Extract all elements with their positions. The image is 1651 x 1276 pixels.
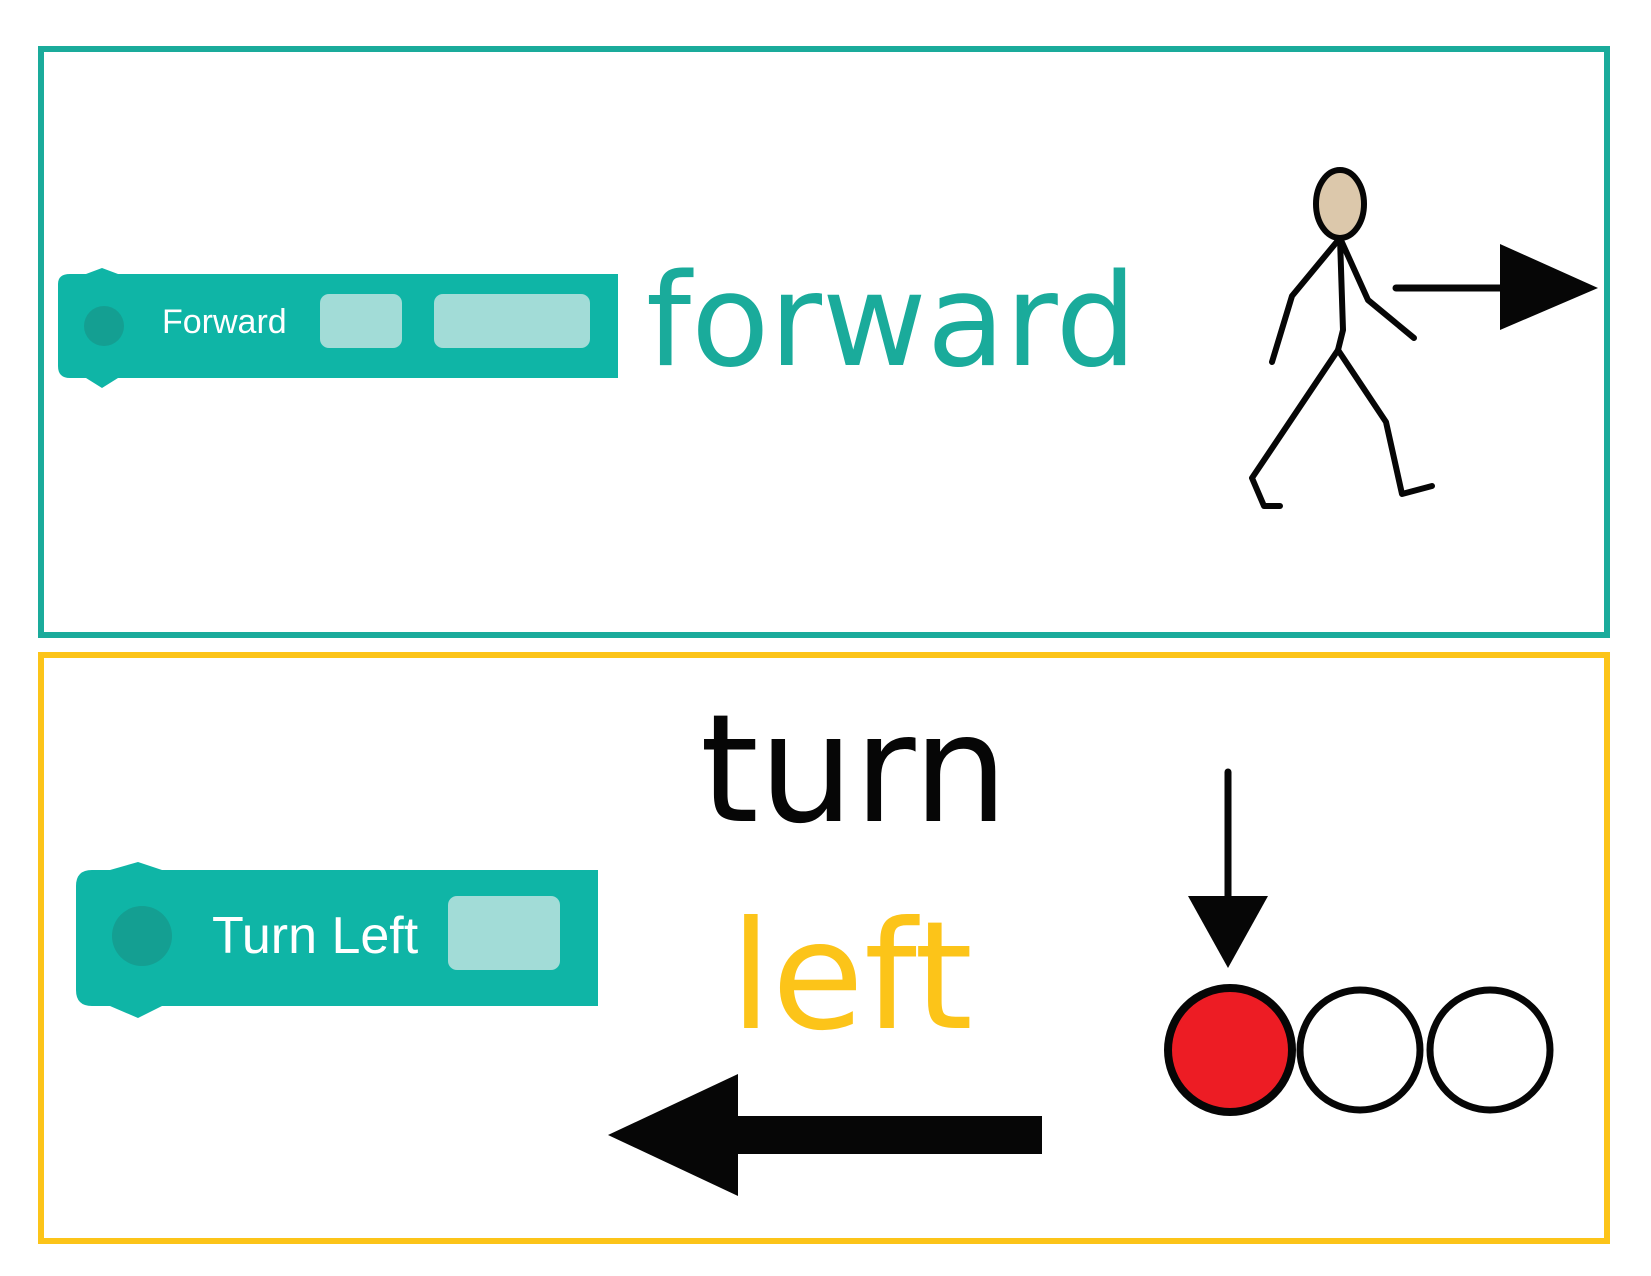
forward-block-slot-1[interactable]: [320, 294, 402, 348]
word-turn: turn: [700, 683, 1008, 857]
turn-left-block-label: Turn Left: [212, 907, 419, 965]
word-left: left: [730, 890, 973, 1064]
forward-block-slot-2[interactable]: [434, 294, 590, 348]
position-dot: [1296, 986, 1424, 1114]
walking-person-icon: [1249, 167, 1435, 509]
arrow-right-icon: [1392, 244, 1598, 330]
block-dot-icon: [112, 906, 172, 966]
arrow-down-icon: [1188, 768, 1268, 968]
forward-block-label: Forward: [162, 303, 287, 341]
position-dot: [1426, 986, 1554, 1114]
word-forward: forward: [646, 247, 1137, 396]
position-circles-icon: [1164, 984, 1554, 1116]
current-position-dot: [1164, 984, 1296, 1116]
turn-left-block-slot[interactable]: [448, 896, 560, 970]
block-dot-icon: [84, 306, 124, 346]
arrow-left-icon: [608, 1074, 1042, 1196]
